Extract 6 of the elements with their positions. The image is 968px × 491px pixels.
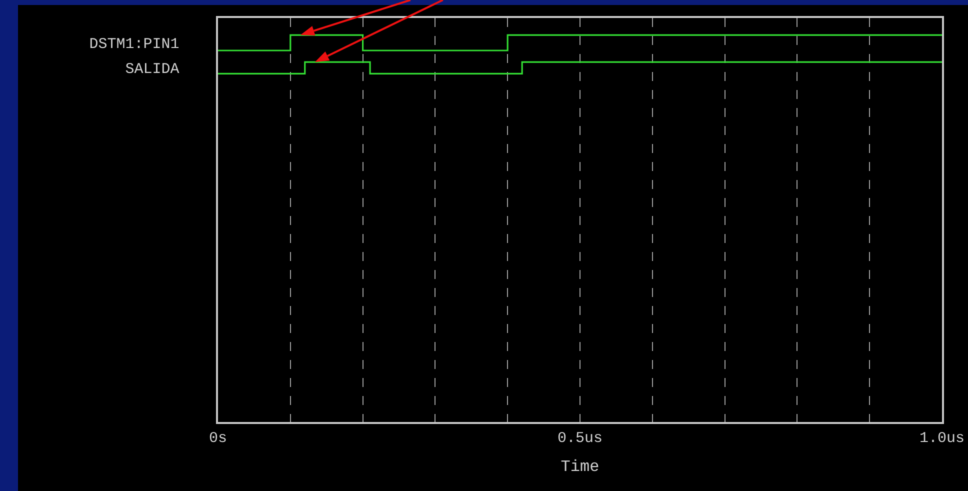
text: DSTM1:PIN1 <box>89 36 180 54</box>
x-axis-title: Time <box>560 458 600 476</box>
x-tick-label: 0s <box>208 430 228 447</box>
x-tick-label: 1.0us <box>919 430 965 447</box>
text: SALIDA <box>125 61 180 78</box>
x-tick-label: 0.5us <box>557 430 603 447</box>
